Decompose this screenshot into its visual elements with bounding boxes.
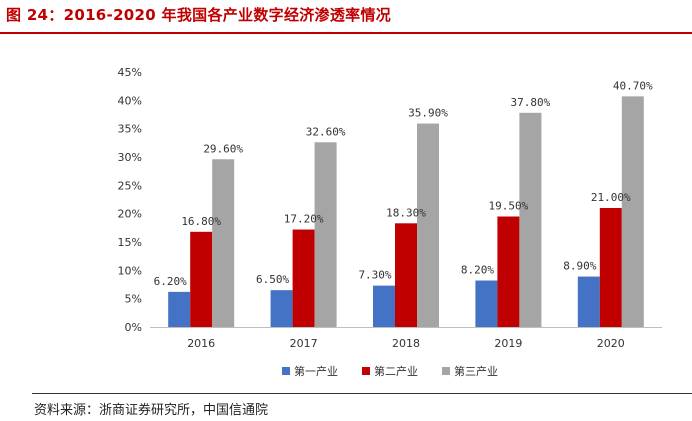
bar-第一产业-2018 — [373, 285, 395, 327]
data-label: 40.70% — [613, 79, 653, 92]
bar-第一产业-2016 — [168, 291, 191, 327]
bar-第二产业-2017 — [292, 229, 315, 327]
data-label: 7.30% — [358, 269, 391, 282]
x-tick-label: 2020 — [597, 337, 625, 350]
y-tick-label: 20% — [118, 208, 142, 221]
x-axis: 2016 2017 2018 2019 2020 — [150, 327, 662, 350]
bar-第一产业-2017 — [270, 290, 293, 327]
x-tick-label: 2016 — [187, 337, 215, 350]
data-label: 29.60% — [203, 142, 243, 155]
data-label: 6.50% — [256, 273, 289, 286]
data-label: 32.60% — [306, 125, 346, 138]
y-tick-label: 45% — [118, 66, 142, 79]
bar-第三产业-2017 — [314, 142, 337, 327]
y-tick-label: 0% — [125, 321, 142, 334]
data-label: 18.30% — [386, 206, 426, 219]
bar-第二产业-2018 — [395, 223, 417, 327]
legend-label: 第三产业 — [454, 364, 498, 378]
data-labels: 6.20% 16.80% 29.60% 6.50% 17.20% 32.60% 7.30% 1… — [154, 79, 653, 288]
source-note: 资料来源：浙商证券研究所，中国信通院 — [34, 403, 269, 418]
data-label: 16.80% — [181, 215, 221, 228]
data-label: 17.20% — [284, 213, 324, 226]
bar-第三产业-2016 — [212, 159, 235, 327]
data-label: 21.00% — [591, 191, 631, 204]
legend-swatch — [362, 367, 370, 375]
bar-第二产业-2016 — [190, 231, 213, 327]
bar-第一产业-2019 — [475, 280, 498, 327]
data-label: 37.80% — [511, 96, 551, 109]
bar-第三产业-2018 — [417, 123, 439, 327]
bars — [168, 96, 644, 327]
x-tick-label: 2019 — [494, 337, 522, 350]
legend: 第一产业 第二产业 第三产业 — [282, 364, 498, 378]
bar-第一产业-2020 — [577, 276, 600, 327]
data-label: 19.50% — [489, 200, 529, 213]
data-label: 35.90% — [408, 107, 448, 120]
source-divider — [32, 393, 692, 394]
legend-label: 第二产业 — [374, 364, 418, 378]
legend-label: 第一产业 — [294, 364, 338, 378]
y-tick-label: 25% — [118, 179, 142, 192]
y-tick-label: 30% — [118, 151, 142, 164]
y-tick-label: 10% — [118, 264, 142, 277]
title-divider — [0, 32, 692, 34]
x-tick-label: 2017 — [290, 337, 318, 350]
data-label: 8.20% — [461, 264, 494, 277]
data-label: 8.90% — [563, 260, 596, 273]
y-tick-label: 15% — [118, 236, 142, 249]
bar-第三产业-2020 — [621, 96, 644, 327]
x-tick-label: 2018 — [392, 337, 420, 350]
bar-第二产业-2020 — [599, 208, 622, 327]
legend-swatch — [282, 367, 290, 375]
data-label: 6.20% — [154, 275, 187, 288]
bar-第三产业-2019 — [519, 112, 542, 327]
y-axis: 0% 5% 10% 15% 20% 25% 30% 35% 40% 45% — [118, 66, 142, 334]
y-tick-label: 40% — [118, 94, 142, 107]
legend-swatch — [442, 367, 450, 375]
y-tick-label: 5% — [125, 293, 142, 306]
y-tick-label: 35% — [118, 123, 142, 136]
bar-第二产业-2019 — [497, 216, 520, 327]
chart-title: 图 24：2016-2020 年我国各产业数字经济渗透率情况 — [6, 6, 392, 24]
